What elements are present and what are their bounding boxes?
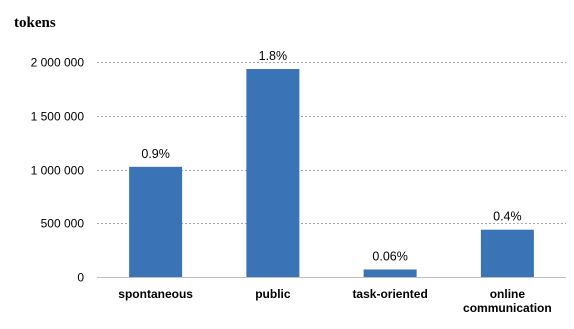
- x-axis-labels: spontaneous public task-oriented onlinecomm…: [118, 287, 551, 315]
- data-labels: 0.9% 1.8% 0.06% 0.4%: [141, 49, 521, 263]
- y-tick-label: 1 000 000: [31, 164, 85, 178]
- data-label: 0.9%: [141, 147, 170, 161]
- category-label: spontaneous: [118, 287, 193, 301]
- y-tick-label: 2 000 000: [31, 56, 85, 70]
- y-tick-label: 0: [77, 271, 84, 285]
- bar: [363, 269, 417, 277]
- bars: [129, 68, 534, 277]
- bar: [480, 229, 534, 277]
- data-label: 0.06%: [372, 249, 407, 263]
- y-axis-ticks: 0 500 000 1 000 000 1 500 000 2 000 000: [31, 56, 85, 285]
- data-label: 0.4%: [493, 210, 522, 224]
- category-label: communication: [463, 301, 552, 315]
- bar: [129, 166, 183, 277]
- y-tick-label: 1 500 000: [31, 110, 85, 124]
- bar: [246, 68, 300, 277]
- unit-label: tokens: [14, 15, 56, 31]
- category-label: task-oriented: [352, 287, 427, 301]
- data-label: 1.8%: [259, 49, 288, 63]
- y-tick-label: 500 000: [41, 217, 85, 231]
- gridlines: [97, 62, 566, 278]
- category-label: public: [255, 287, 291, 301]
- category-label: online: [490, 287, 526, 301]
